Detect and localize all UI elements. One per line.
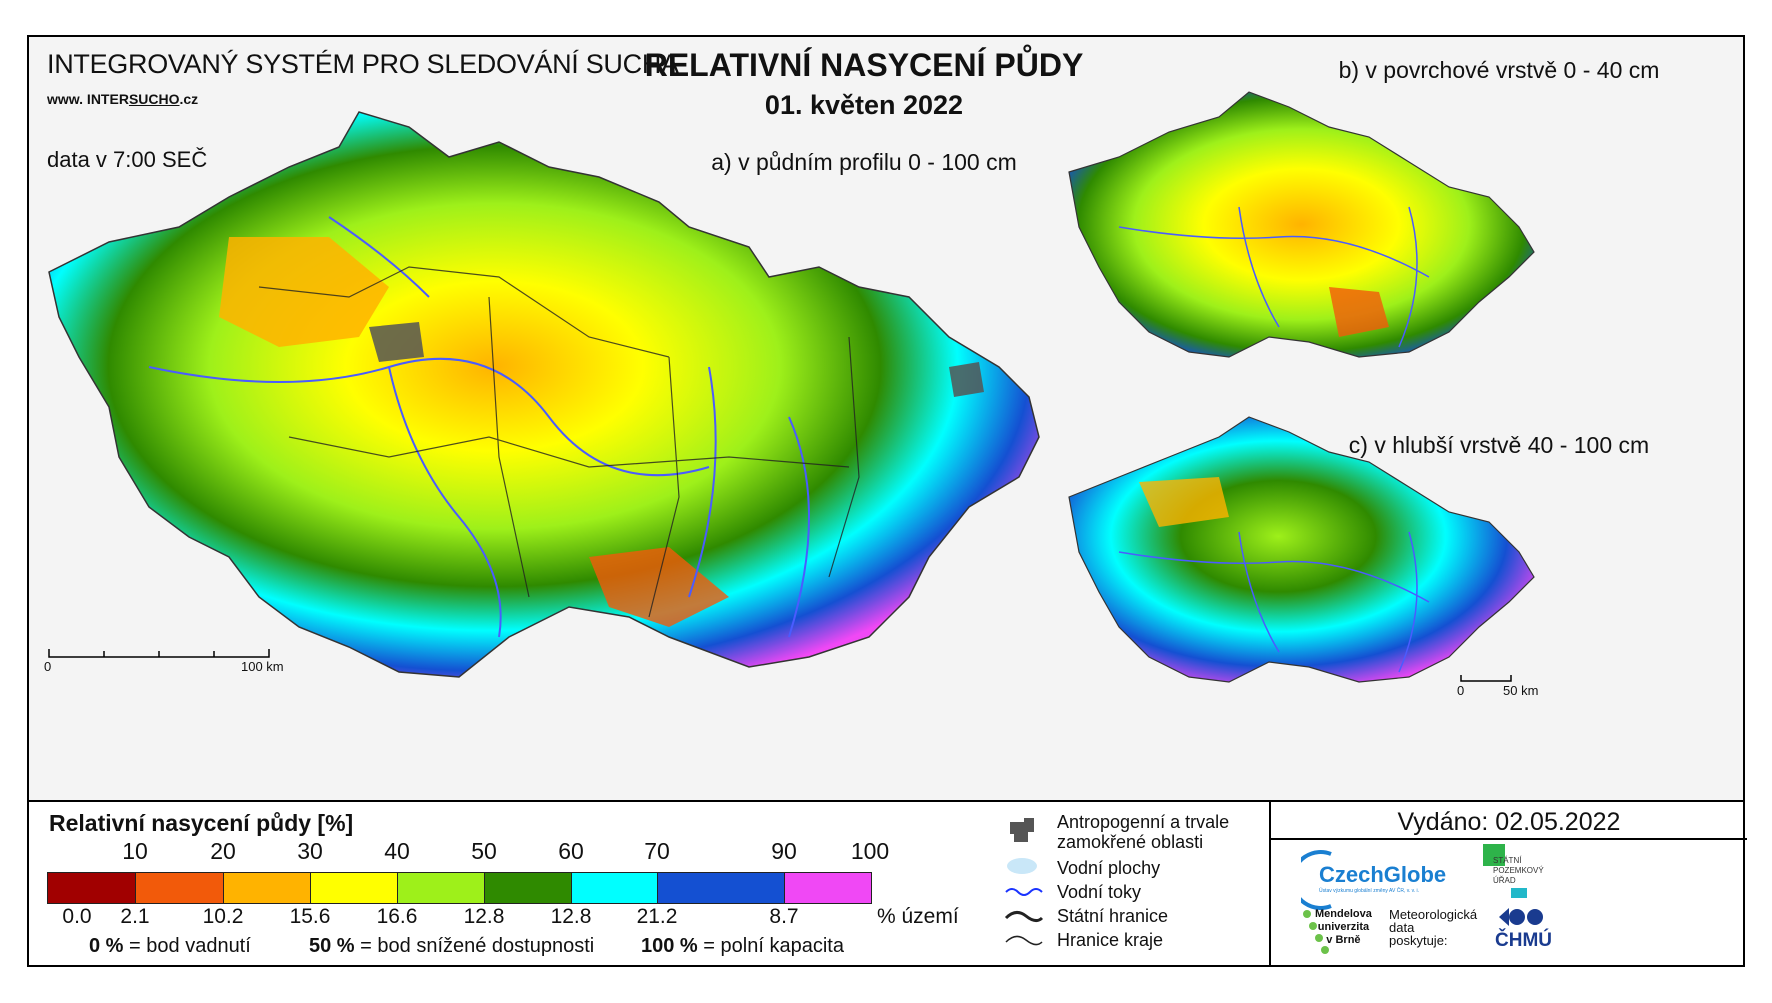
website-link[interactable]: www. INTERSUCHO.cz <box>47 91 198 107</box>
urban-area-icon <box>1010 818 1034 842</box>
legend-share: 12.8 <box>463 905 505 928</box>
met-line2: data <box>1389 920 1415 935</box>
scale-small-end: 50 km <box>1503 683 1539 698</box>
legend-bin-1 <box>136 873 224 903</box>
czechglobe-subtitle: Ústav výzkumu globální změny AV ČR, v. v… <box>1319 888 1420 894</box>
legend-share: 12.8 <box>550 905 592 928</box>
map-a-soil-profile <box>48 111 1040 678</box>
website-prefix: www. INTER <box>47 91 129 107</box>
met-line3: poskytuje: <box>1389 933 1448 948</box>
symbol-rivers-label: Vodní toky <box>1057 882 1142 902</box>
map-panel: INTEGROVANÝ SYSTÉM PRO SLEDOVÁNÍ SUCHA w… <box>29 37 1743 802</box>
note-capacity-value: 100 % <box>641 935 698 957</box>
mendelu-line1: Mendelova <box>1315 908 1372 920</box>
czechglobe-logo <box>1301 850 1332 910</box>
met-data-text: Meteorologická data poskytuje: <box>1389 908 1477 947</box>
system-title: INTEGROVANÝ SYSTÉM PRO SLEDOVÁNÍ SUCHA <box>47 49 679 79</box>
legend-tick: 90 <box>771 838 797 864</box>
met-line1: Meteorologická <box>1389 907 1478 922</box>
legend-share: 15.6 <box>289 905 331 928</box>
note-reduced-value: 50 % <box>309 935 355 957</box>
legend-tick: 20 <box>210 838 236 864</box>
legend-tick: 60 <box>558 838 584 864</box>
mendelu-text: Mendelova univerzita v Brně <box>1315 908 1372 947</box>
legend-bin-8 <box>785 873 871 903</box>
map-poster: INTEGROVANÝ SYSTÉM PRO SLEDOVÁNÍ SUCHA w… <box>27 35 1747 967</box>
map-b-surface-layer <box>1068 91 1535 358</box>
symbol-region-border-label: Hranice kraje <box>1057 930 1164 950</box>
legend-bin-6 <box>572 873 658 903</box>
spu-logo-text: STÁTNÍ POZEMKOVÝ ÚŘAD <box>1493 856 1544 886</box>
legend-bin-0 <box>48 873 136 903</box>
legend-share: 2.1 <box>120 905 150 928</box>
scale-bar-small <box>1460 675 1512 682</box>
legend-tick: 100 <box>850 838 890 864</box>
scale-a-start: 0 <box>44 659 52 674</box>
spu-accent <box>1511 888 1527 898</box>
website-suffix: .cz <box>179 91 199 107</box>
page-title: RELATIVNÍ NASYCENÍ PŮDY <box>644 47 1084 83</box>
legend-share-unit: % území <box>877 905 959 928</box>
data-time: data v 7:00 SEČ <box>47 147 208 172</box>
legend-tick: 50 <box>471 838 497 864</box>
map-date: 01. květen 2022 <box>764 90 964 120</box>
website-underlined: SUCHO <box>128 91 180 107</box>
water-body-icon <box>1007 858 1037 874</box>
legend-tick: 70 <box>644 838 670 864</box>
spu-logo-mark <box>1483 844 1505 866</box>
mendelu-line3: v Brně <box>1326 934 1361 946</box>
state-border-icon <box>1004 911 1044 923</box>
symbol-icons <box>1004 818 1044 946</box>
river-icon <box>1005 888 1043 896</box>
legend-share: 21.2 <box>636 905 678 928</box>
mendelu-dots-icon <box>1303 910 1329 954</box>
note-wilting-text: = bod vadnutí <box>129 935 251 957</box>
symbol-urban-label: Antropogenní a trvale zamokřené oblasti <box>1057 812 1230 852</box>
issued-date: Vydáno: 02.05.2022 <box>1271 802 1747 840</box>
legend-share: 0.0 <box>62 905 92 928</box>
map-c-label: c) v hlubší vrstvě 40 - 100 cm <box>1348 432 1650 458</box>
spu-line3: ÚŘAD <box>1493 876 1516 885</box>
note-reduced: 50 % = bod snížené dostupnosti <box>309 935 594 958</box>
mendelu-line2: univerzita <box>1317 921 1370 933</box>
chmu-text: ČHMÚ <box>1495 930 1552 951</box>
legend-tick: 30 <box>297 838 323 864</box>
legend-bin-7 <box>658 873 785 903</box>
legend-divider <box>1269 802 1271 965</box>
note-capacity: 100 % = polní kapacita <box>641 935 844 958</box>
region-border-icon <box>1005 935 1043 946</box>
legend-title: Relativní nasycení půdy [%] <box>49 810 354 836</box>
map-b-label: b) v povrchové vrstvě 0 - 40 cm <box>1338 57 1660 83</box>
note-wilting-value: 0 % <box>89 935 124 957</box>
legend-tick: 10 <box>122 838 148 864</box>
scale-a-end: 100 km <box>241 659 284 674</box>
legend-bin-2 <box>224 873 311 903</box>
note-wilting: 0 % = bod vadnutí <box>89 935 251 958</box>
legend-share: 16.6 <box>376 905 418 928</box>
legend-tick: 40 <box>384 838 410 864</box>
legend-bin-3 <box>311 873 398 903</box>
czechglobe-text: CzechGlobe <box>1319 862 1447 887</box>
symbol-water-label: Vodní plochy <box>1057 858 1161 878</box>
maps-canvas <box>48 91 1535 683</box>
legend-share: 8.7 <box>769 905 799 928</box>
legend-color-bar <box>47 872 872 904</box>
note-capacity-text: = polní kapacita <box>703 935 844 957</box>
scale-bar-a <box>48 649 270 658</box>
spu-line1: STÁTNÍ <box>1493 856 1522 865</box>
legend-bin-5 <box>485 873 572 903</box>
legend-share: 10.2 <box>202 905 244 928</box>
symbol-state-border-label: Státní hranice <box>1057 906 1169 926</box>
map-c-deeper-layer <box>1068 416 1535 683</box>
note-reduced-text: = bod snížené dostupnosti <box>360 935 595 957</box>
map-a-label: a) v půdním profilu 0 - 100 cm <box>711 149 1017 175</box>
scale-small-start: 0 <box>1457 683 1465 698</box>
partner-logos: CzechGlobe Ústav výzkumu globální změny … <box>1271 840 1747 965</box>
legend-panel: Relativní nasycení půdy [%] 10 20 30 40 50 60… <box>29 802 1747 965</box>
legend-bin-4 <box>398 873 485 903</box>
spu-line2: POZEMKOVÝ <box>1493 866 1544 875</box>
chmu-logo-mark <box>1499 908 1543 926</box>
